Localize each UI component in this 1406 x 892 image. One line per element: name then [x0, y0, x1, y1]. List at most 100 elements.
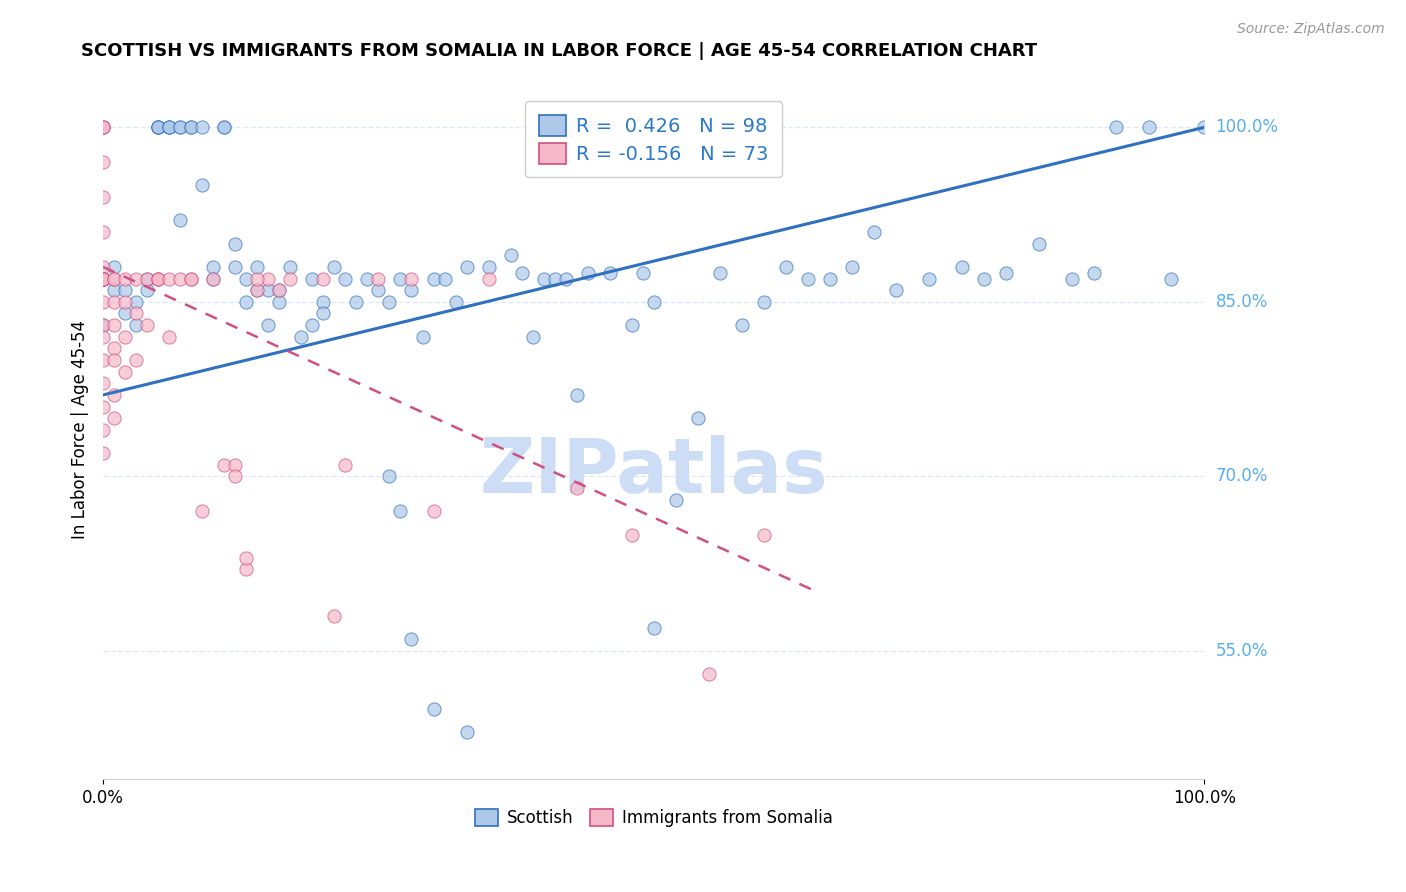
Point [401, 271, 423, 285]
Point [269, 294, 291, 309]
Point [565, 388, 588, 402]
Point [1083, 266, 1105, 280]
Point [401, 632, 423, 647]
Point [224, 260, 246, 274]
Point [91, 271, 114, 285]
Point [91, 330, 114, 344]
Point [125, 318, 148, 332]
Point [91, 271, 114, 285]
Point [522, 330, 544, 344]
Point [444, 294, 467, 309]
Point [335, 458, 357, 472]
Point [91, 271, 114, 285]
Point [180, 271, 202, 285]
Point [863, 225, 886, 239]
Legend: Scottish, Immigrants from Somalia: Scottish, Immigrants from Somalia [468, 802, 839, 833]
Point [114, 271, 136, 285]
Point [91, 271, 114, 285]
Point [91, 120, 114, 135]
Point [280, 260, 302, 274]
Point [91, 271, 114, 285]
Point [169, 120, 191, 135]
Point [103, 271, 125, 285]
Text: ZIPatlas: ZIPatlas [479, 434, 828, 508]
Point [422, 271, 444, 285]
Point [114, 365, 136, 379]
Point [202, 271, 225, 285]
Point [697, 667, 720, 681]
Point [335, 271, 357, 285]
Point [411, 330, 433, 344]
Point [169, 213, 191, 227]
Point [91, 353, 114, 368]
Point [169, 120, 191, 135]
Point [180, 120, 202, 135]
Point [246, 283, 269, 297]
Point [565, 481, 588, 495]
Point [576, 266, 599, 280]
Point [367, 271, 389, 285]
Point [125, 353, 148, 368]
Point [103, 294, 125, 309]
Point [797, 271, 820, 285]
Point [114, 330, 136, 344]
Point [1137, 120, 1160, 135]
Point [1194, 120, 1216, 135]
Point [752, 294, 775, 309]
Point [148, 271, 170, 285]
Point [214, 458, 236, 472]
Point [125, 294, 148, 309]
Point [389, 504, 412, 518]
Point [148, 271, 170, 285]
Point [257, 318, 280, 332]
Point [103, 388, 125, 402]
Point [180, 120, 202, 135]
Point [731, 318, 754, 332]
Point [148, 120, 170, 135]
Point [301, 318, 323, 332]
Point [533, 271, 555, 285]
Point [1160, 271, 1182, 285]
Point [995, 266, 1018, 280]
Point [709, 266, 731, 280]
Point [136, 271, 159, 285]
Point [136, 271, 159, 285]
Point [918, 271, 941, 285]
Point [631, 266, 654, 280]
Point [91, 423, 114, 437]
Point [91, 120, 114, 135]
Point [499, 248, 522, 262]
Point [269, 283, 291, 297]
Text: 85.0%: 85.0% [1216, 293, 1268, 310]
Point [125, 271, 148, 285]
Point [103, 283, 125, 297]
Point [91, 271, 114, 285]
Point [643, 294, 665, 309]
Point [378, 294, 401, 309]
Point [148, 271, 170, 285]
Point [157, 330, 180, 344]
Point [103, 271, 125, 285]
Point [91, 271, 114, 285]
Point [157, 120, 180, 135]
Point [91, 260, 114, 274]
Point [433, 271, 456, 285]
Point [169, 271, 191, 285]
Point [103, 260, 125, 274]
Point [157, 271, 180, 285]
Point [620, 318, 643, 332]
Point [599, 266, 621, 280]
Point [510, 266, 533, 280]
Point [246, 271, 269, 285]
Point [323, 260, 346, 274]
Point [114, 306, 136, 320]
Point [356, 271, 378, 285]
Point [235, 271, 257, 285]
Point [477, 260, 499, 274]
Point [91, 318, 114, 332]
Point [157, 120, 180, 135]
Point [246, 283, 269, 297]
Point [235, 562, 257, 576]
Point [91, 120, 114, 135]
Text: 100.0%: 100.0% [1216, 119, 1278, 136]
